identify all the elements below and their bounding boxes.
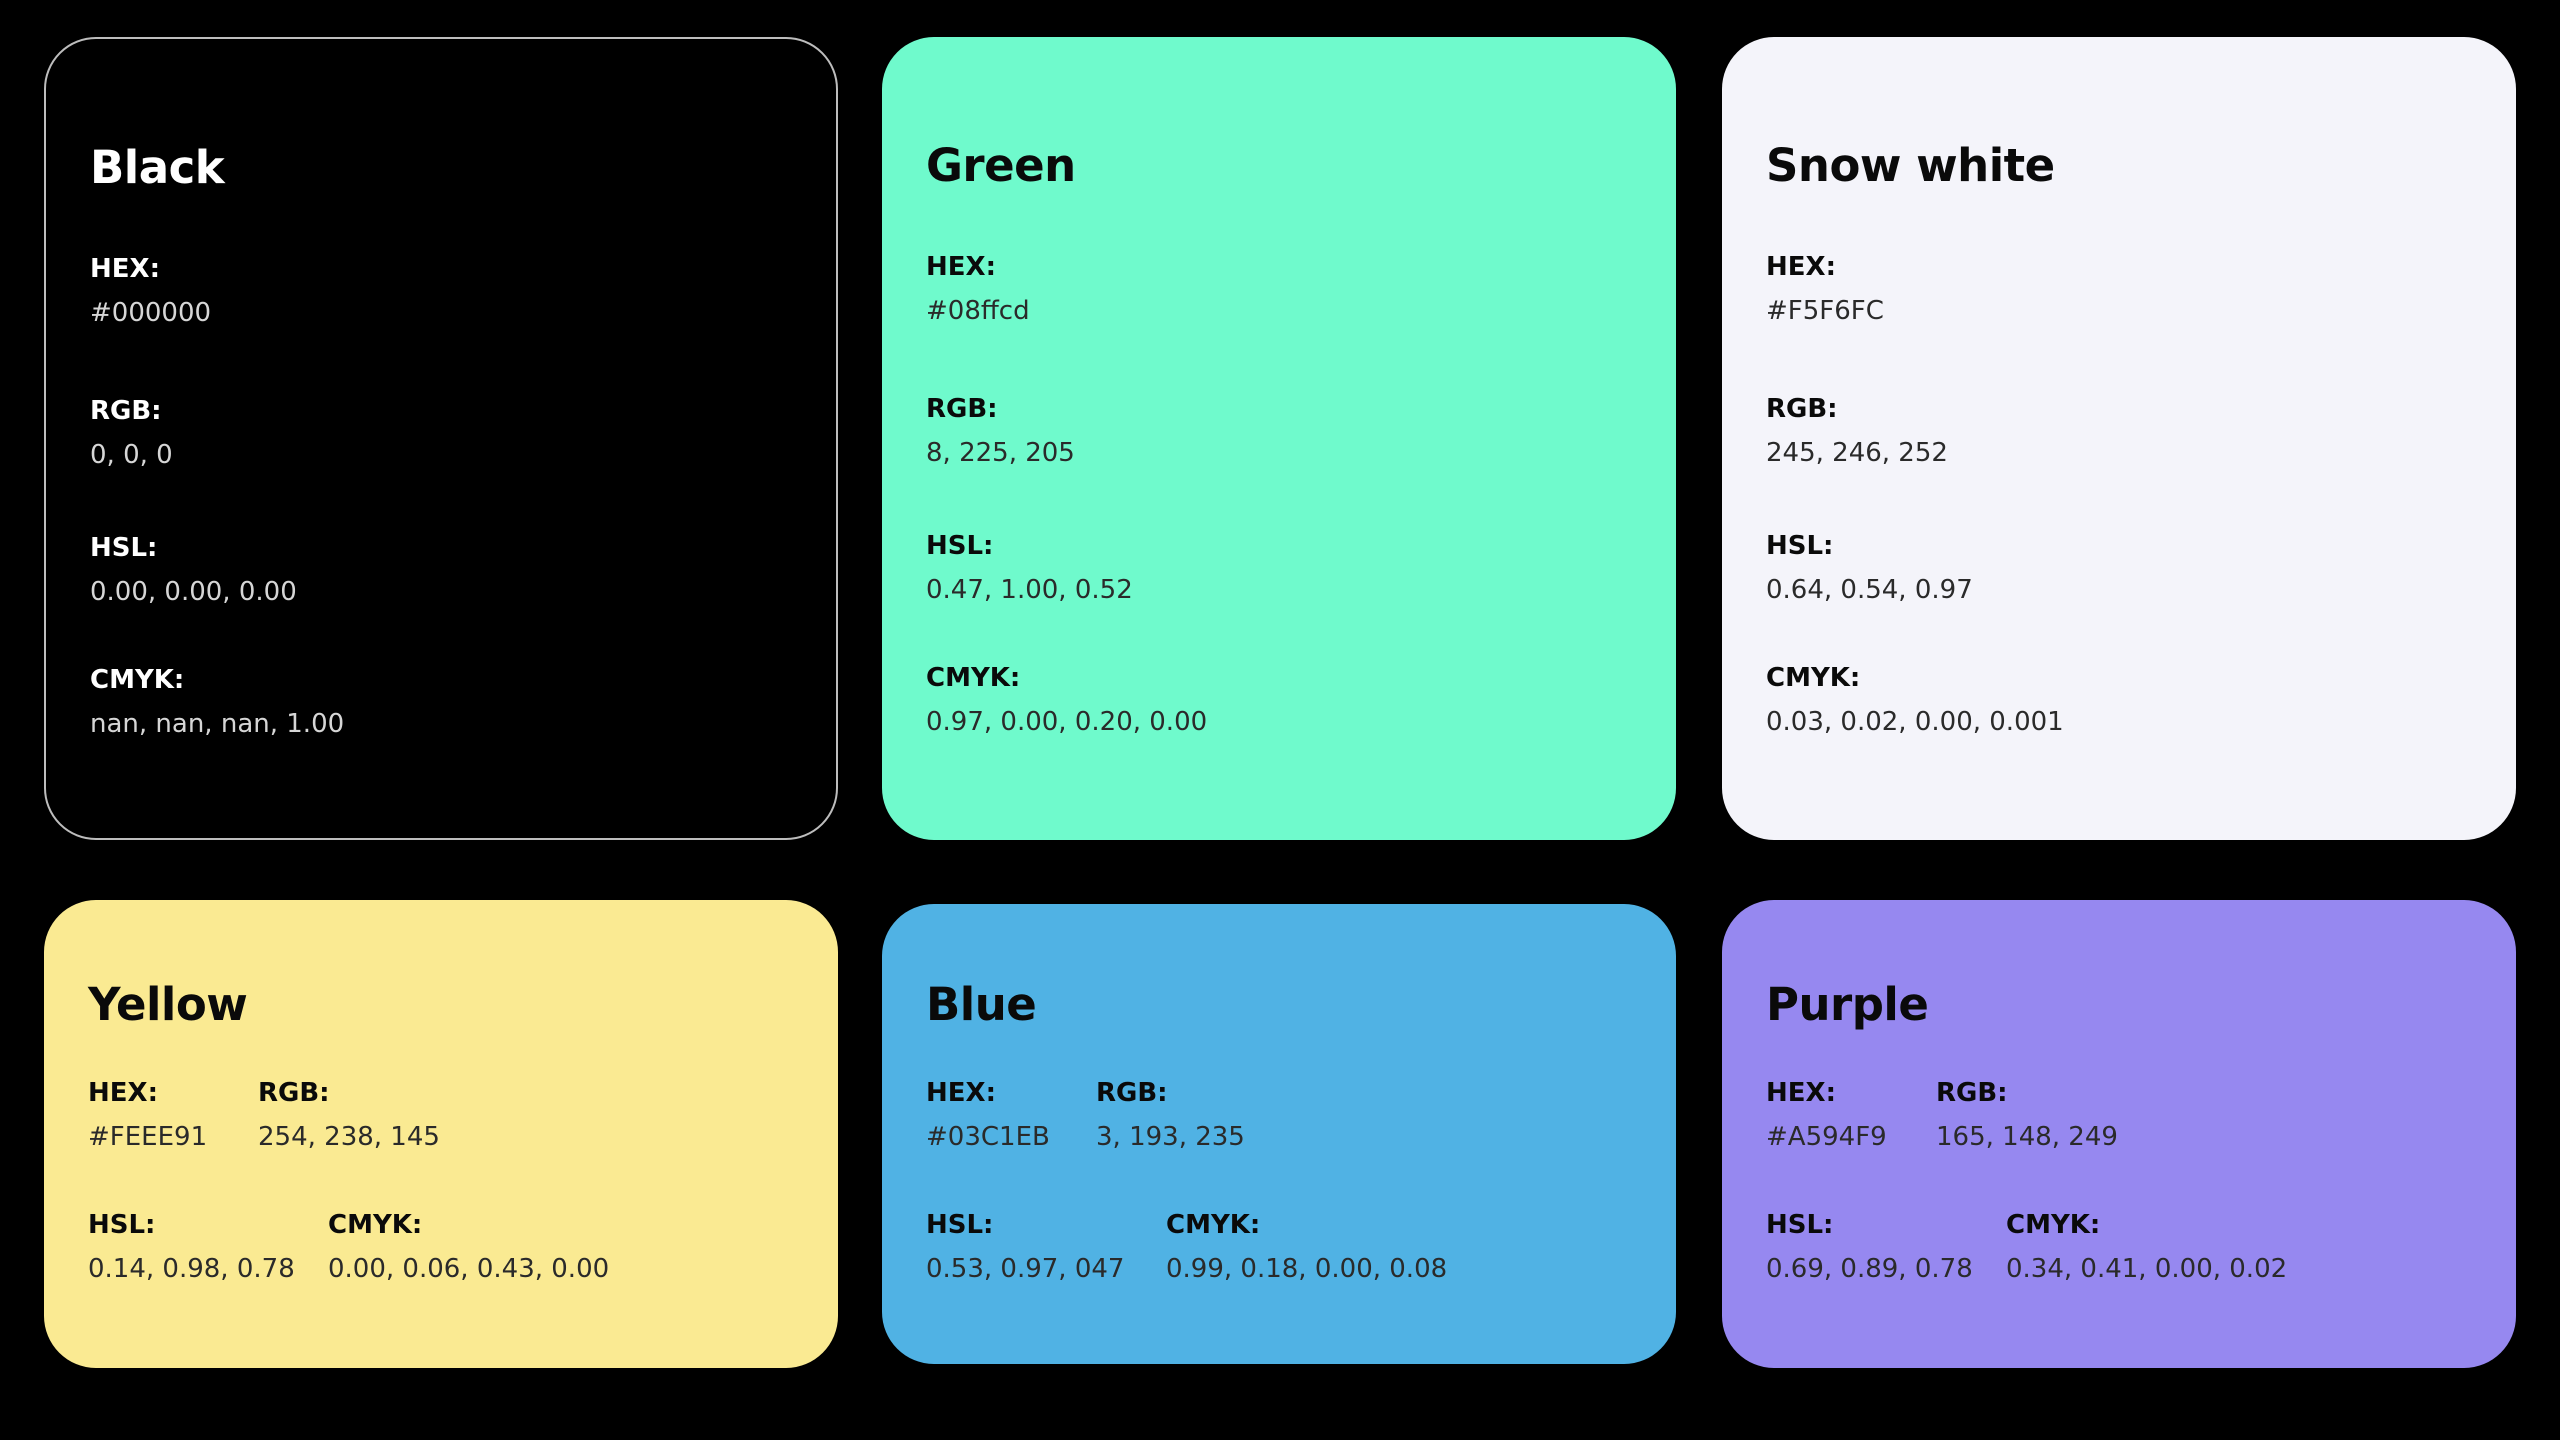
cmyk-value: 0.34, 0.41, 0.00, 0.02: [2006, 1254, 2288, 1284]
card-title: Purple: [1766, 978, 1929, 1031]
rgb-value: 245, 246, 252: [1766, 438, 1948, 468]
cmyk-label: CMYK:: [90, 665, 185, 695]
cmyk-label: CMYK:: [1166, 1210, 1261, 1240]
hex-value: #03C1EB: [926, 1122, 1050, 1152]
rgb-label: RGB:: [1766, 394, 1838, 424]
rgb-label: RGB:: [1936, 1078, 2008, 1108]
cmyk-value: 0.97, 0.00, 0.20, 0.00: [926, 707, 1208, 737]
cmyk-value: 0.00, 0.06, 0.43, 0.00: [328, 1254, 610, 1284]
cmyk-label: CMYK:: [926, 663, 1021, 693]
rgb-value: 165, 148, 249: [1936, 1122, 2118, 1152]
rgb-label: RGB:: [258, 1078, 330, 1108]
hsl-label: HSL:: [1766, 1210, 1834, 1240]
color-card-yellow: Yellow HEX: #FEEE91 RGB: 254, 238, 145 H…: [44, 900, 838, 1368]
rgb-value: 254, 238, 145: [258, 1122, 440, 1152]
hex-label: HEX:: [1766, 252, 1836, 282]
hex-label: HEX:: [88, 1078, 158, 1108]
card-title: Yellow: [88, 978, 248, 1031]
hsl-value: 0.53, 0.97, 047: [926, 1254, 1125, 1284]
hex-value: #08ffcd: [926, 296, 1030, 326]
cmyk-label: CMYK:: [328, 1210, 423, 1240]
hex-label: HEX:: [90, 254, 160, 284]
cmyk-value: nan, nan, nan, 1.00: [90, 709, 345, 739]
rgb-label: RGB:: [1096, 1078, 1168, 1108]
color-card-black: Black HEX: #000000 RGB: 0, 0, 0 HSL: 0.0…: [44, 37, 838, 840]
cmyk-value: 0.99, 0.18, 0.00, 0.08: [1166, 1254, 1448, 1284]
hex-label: HEX:: [1766, 1078, 1836, 1108]
hsl-label: HSL:: [1766, 531, 1834, 561]
hsl-value: 0.69, 0.89, 0.78: [1766, 1254, 1973, 1284]
hsl-label: HSL:: [926, 1210, 994, 1240]
rgb-value: 3, 193, 235: [1096, 1122, 1245, 1152]
rgb-label: RGB:: [90, 396, 162, 426]
color-card-blue: Blue HEX: #03C1EB RGB: 3, 193, 235 HSL: …: [882, 904, 1676, 1364]
hsl-value: 0.47, 1.00, 0.52: [926, 575, 1133, 605]
cmyk-label: CMYK:: [1766, 663, 1861, 693]
hsl-value: 0.64, 0.54, 0.97: [1766, 575, 1973, 605]
hsl-label: HSL:: [88, 1210, 156, 1240]
hex-label: HEX:: [926, 252, 996, 282]
card-title: Snow white: [1766, 139, 2055, 192]
hex-value: #000000: [90, 298, 212, 328]
cmyk-value: 0.03, 0.02, 0.00, 0.001: [1766, 707, 2064, 737]
hex-value: #F5F6FC: [1766, 296, 1884, 326]
card-title: Black: [90, 141, 225, 194]
hex-label: HEX:: [926, 1078, 996, 1108]
card-title: Green: [926, 139, 1076, 192]
hsl-label: HSL:: [926, 531, 994, 561]
cmyk-label: CMYK:: [2006, 1210, 2101, 1240]
color-card-purple: Purple HEX: #A594F9 RGB: 165, 148, 249 H…: [1722, 900, 2516, 1368]
rgb-value: 8, 225, 205: [926, 438, 1075, 468]
hsl-value: 0.00, 0.00, 0.00: [90, 577, 297, 607]
rgb-label: RGB:: [926, 394, 998, 424]
hsl-value: 0.14, 0.98, 0.78: [88, 1254, 295, 1284]
color-card-snow-white: Snow white HEX: #F5F6FC RGB: 245, 246, 2…: [1722, 37, 2516, 840]
card-title: Blue: [926, 978, 1037, 1031]
color-card-green: Green HEX: #08ffcd RGB: 8, 225, 205 HSL:…: [882, 37, 1676, 840]
hex-value: #A594F9: [1766, 1122, 1887, 1152]
rgb-value: 0, 0, 0: [90, 440, 173, 470]
hex-value: #FEEE91: [88, 1122, 208, 1152]
hsl-label: HSL:: [90, 533, 158, 563]
